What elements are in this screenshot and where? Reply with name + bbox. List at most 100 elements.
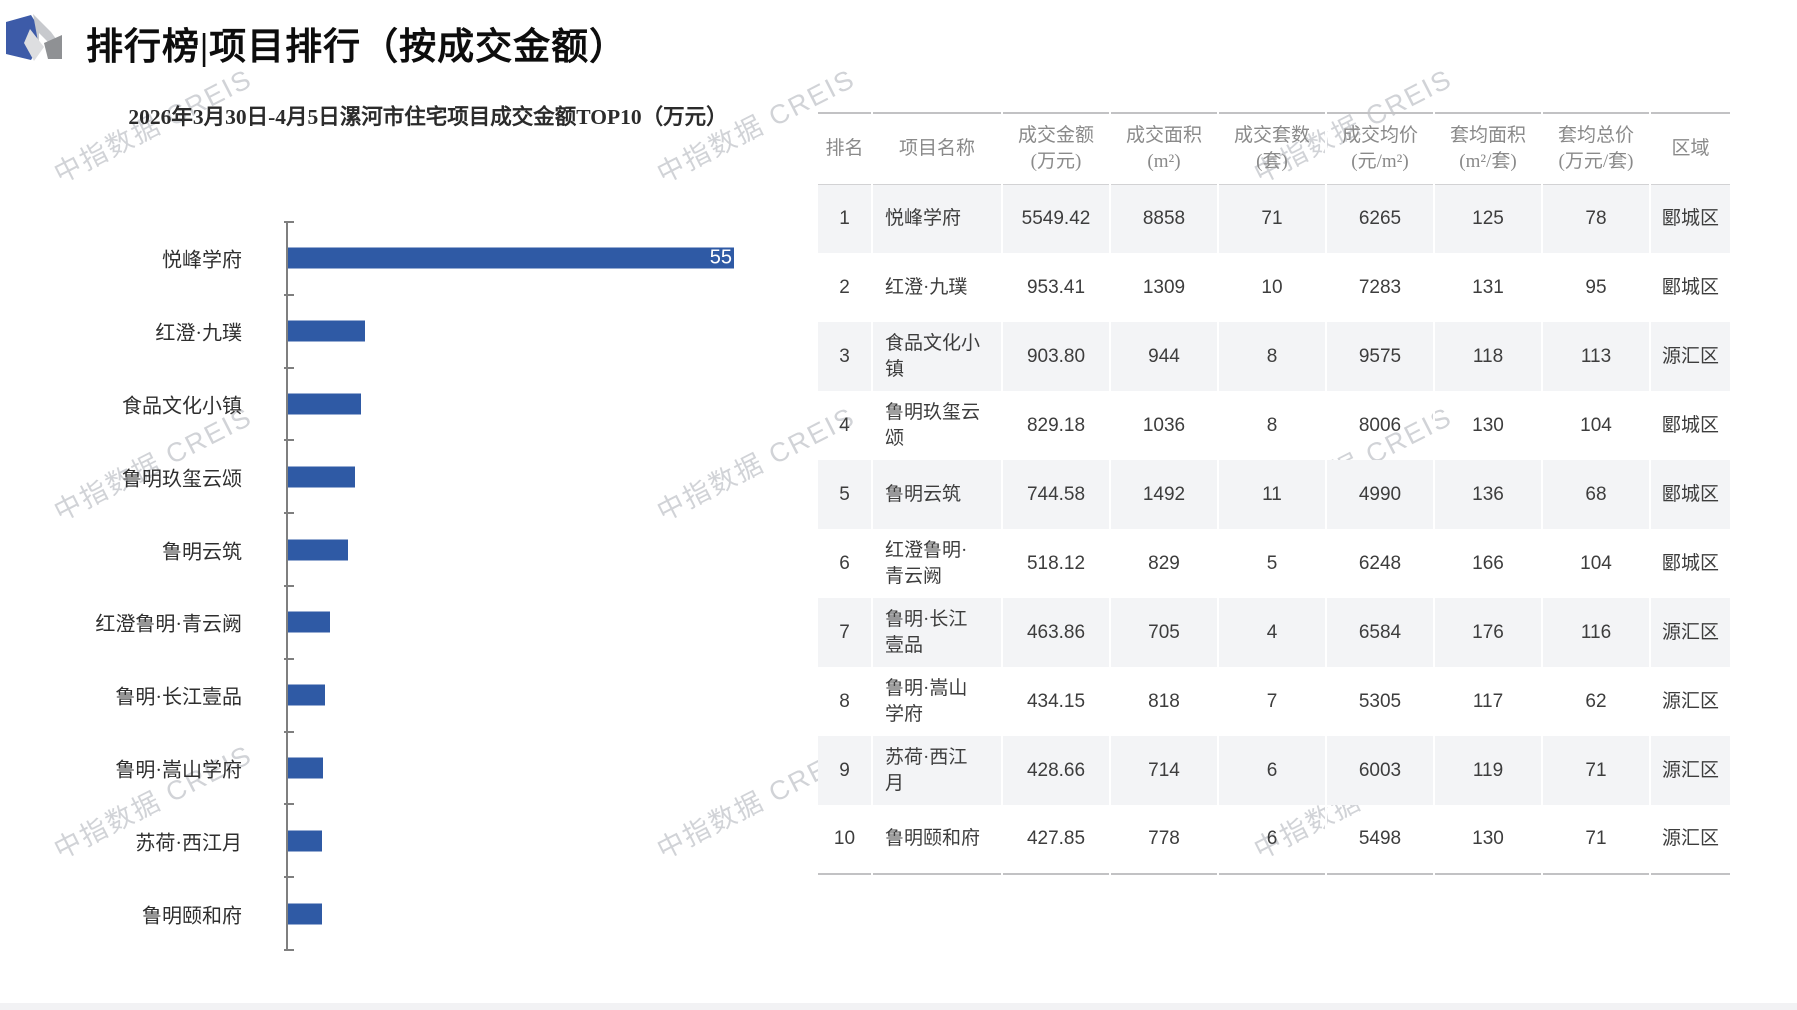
table-cell: 8 xyxy=(1217,322,1326,391)
bar-category-label: 鲁明云筑 xyxy=(162,541,242,564)
table-cell: 6 xyxy=(839,552,850,574)
bar-category-label: 鲁明·长江壹品 xyxy=(115,686,242,709)
table-cell: 104 xyxy=(1541,391,1650,460)
table-cell: 1036 xyxy=(1109,391,1218,460)
bottom-edge xyxy=(0,1003,1797,1010)
project-name-cell: 鲁明云筑 xyxy=(871,460,1002,529)
bar-category-label: 鲁明·嵩山学府 xyxy=(115,759,242,782)
table-cell: 71 xyxy=(1541,736,1650,805)
table-cell: 7283 xyxy=(1325,253,1434,322)
table-cell: 6003 xyxy=(1325,736,1434,805)
table-row: 1 悦峰学府 5549.42 8858 71 6265 125 78 郾城区 xyxy=(818,184,1730,253)
creis-logo xyxy=(6,14,62,61)
axis-tick xyxy=(284,366,294,369)
table-row: 8 鲁明·嵩山学府 434.15 818 7 5305 117 62 源汇区 xyxy=(818,667,1730,736)
bar-category-label: 鲁明颐和府 xyxy=(142,905,242,928)
table-cell: 6248 xyxy=(1325,529,1434,598)
table-cell: 8006 xyxy=(1325,391,1434,460)
table-cell: 源汇区 xyxy=(1649,736,1730,805)
table-cell: 166 xyxy=(1433,529,1542,598)
table-cell: 953.41 xyxy=(1001,253,1110,322)
table-cell: 829.18 xyxy=(1001,391,1110,460)
table-cell: 8 xyxy=(839,690,850,712)
table-header-cell: 套均面积 (m²/套) xyxy=(1433,113,1542,184)
table-cell: 131 xyxy=(1433,253,1542,322)
table-cell: 1492 xyxy=(1109,460,1218,529)
chart-title: 2026年3月30日-4月5日漯河市住宅项目成交金额TOP10（万元） xyxy=(128,105,728,129)
table-cell: 9 xyxy=(839,759,850,781)
table-row: 3 食品文化小镇 903.80 944 8 9575 118 113 源汇区 xyxy=(818,322,1730,391)
axis-tick xyxy=(284,439,294,442)
table-header-row: 排名 项目名称 成交金额 (万元) 成交面积 (m²) 成交套数 (套) 成交均价 (元/… xyxy=(818,113,1730,184)
table-row: 6 红澄鲁明·青云阙 518.12 829 5 6248 166 104 郾城区 xyxy=(818,529,1730,598)
table-row: 2 红澄·九璞 953.41 1309 10 7283 131 95 郾城区 xyxy=(818,253,1730,322)
table-header-cell: 套均总价 (万元/套) xyxy=(1541,113,1650,184)
table-row: 7 鲁明·长江壹品 463.86 705 4 6584 176 116 源汇区 xyxy=(818,598,1730,667)
bar-category-label: 红澄·九璞 xyxy=(155,322,242,345)
bar-category-label: 苏荷·西江月 xyxy=(135,832,242,855)
axis-tick xyxy=(284,730,294,733)
table-row: 10 鲁明颐和府 427.85 778 6 5498 130 71 源汇区 xyxy=(818,805,1730,874)
table-cell: 903.80 xyxy=(1001,322,1110,391)
table-cell: 8858 xyxy=(1109,184,1218,253)
table-cell: 518.12 xyxy=(1001,529,1110,598)
bar xyxy=(288,757,323,779)
bar-category-label: 红澄鲁明·青云阙 xyxy=(95,613,242,636)
bar xyxy=(288,320,365,342)
table-cell: 778 xyxy=(1109,805,1218,874)
project-name-cell: 苏荷·西江月 xyxy=(871,736,1002,805)
table-cell: 62 xyxy=(1541,667,1650,736)
bar-category-label: 悦峰学府 xyxy=(162,249,242,272)
table-cell: 4 xyxy=(839,414,850,436)
axis-tick xyxy=(284,949,294,951)
bar-category-label: 鲁明玖玺云颂 xyxy=(122,468,242,491)
bar xyxy=(288,903,322,925)
axis-tick xyxy=(284,293,294,296)
project-name-cell: 红澄鲁明·青云阙 xyxy=(871,529,1002,598)
table-row: 4 鲁明玖玺云颂 829.18 1036 8 8006 130 104 郾城区 xyxy=(818,391,1730,460)
table-cell: 116 xyxy=(1541,598,1650,667)
table-cell: 郾城区 xyxy=(1649,391,1730,460)
table-cell: 6584 xyxy=(1325,598,1434,667)
table-header-cell: 成交面积 (m²) xyxy=(1109,113,1218,184)
table-cell: 113 xyxy=(1541,322,1650,391)
table-cell: 源汇区 xyxy=(1649,322,1730,391)
table-cell: 95 xyxy=(1541,253,1650,322)
axis-tick xyxy=(284,512,294,515)
table-cell: 9575 xyxy=(1325,322,1434,391)
table-cell: 4990 xyxy=(1325,460,1434,529)
table-cell: 7 xyxy=(839,621,850,643)
table-cell: 434.15 xyxy=(1001,667,1110,736)
table-cell: 5 xyxy=(1217,529,1326,598)
table-cell: 125 xyxy=(1433,184,1542,253)
axis-tick xyxy=(284,657,294,660)
table-cell: 6 xyxy=(1217,805,1326,874)
axis-tick xyxy=(284,876,294,879)
table-cell: 5498 xyxy=(1325,805,1434,874)
axis-tick xyxy=(284,221,294,223)
table-cell: 463.86 xyxy=(1001,598,1110,667)
table-cell: 427.85 xyxy=(1001,805,1110,874)
table-cell: 郾城区 xyxy=(1649,184,1730,253)
table-row: 9 苏荷·西江月 428.66 714 6 6003 119 71 源汇区 xyxy=(818,736,1730,805)
table-header-cell: 成交套数 (套) xyxy=(1217,113,1326,184)
table-cell: 829 xyxy=(1109,529,1218,598)
table-cell: 1 xyxy=(839,207,850,229)
table-cell: 104 xyxy=(1541,529,1650,598)
table-cell: 1309 xyxy=(1109,253,1218,322)
ranking-table: 排名 项目名称 成交金额 (万元) 成交面积 (m²) 成交套数 (套) 成交均价 (元/… xyxy=(818,112,1730,875)
table-header-cell: 项目名称 xyxy=(871,113,1002,184)
axis-tick xyxy=(284,803,294,806)
table-cell: 6 xyxy=(1217,736,1326,805)
table-cell: 郾城区 xyxy=(1649,529,1730,598)
table-cell: 818 xyxy=(1109,667,1218,736)
project-name-cell: 鲁明玖玺云颂 xyxy=(871,391,1002,460)
bar xyxy=(288,393,361,415)
table-cell: 119 xyxy=(1433,736,1542,805)
bar xyxy=(288,684,325,706)
table-cell: 11 xyxy=(1217,460,1326,529)
bar: 55 xyxy=(288,246,734,269)
bar-value-label: 55 xyxy=(709,246,732,269)
table-cell: 78 xyxy=(1541,184,1650,253)
